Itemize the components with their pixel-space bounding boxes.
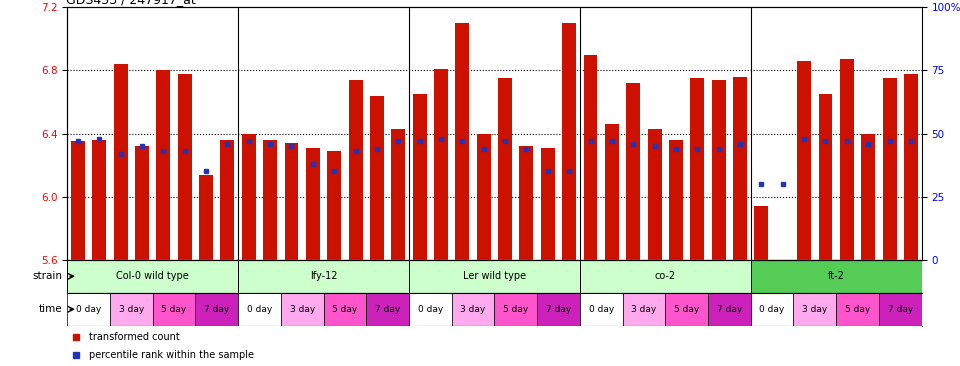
Text: 5 day: 5 day xyxy=(503,305,528,314)
Text: 3 day: 3 day xyxy=(803,305,828,314)
Bar xyxy=(367,293,409,326)
Text: 3 day: 3 day xyxy=(119,305,144,314)
Text: 7 day: 7 day xyxy=(375,305,400,314)
Bar xyxy=(221,140,234,260)
Bar xyxy=(580,293,622,326)
Text: 0 day: 0 day xyxy=(418,305,443,314)
Bar xyxy=(563,23,576,260)
Bar xyxy=(861,134,876,260)
Bar xyxy=(494,293,538,326)
Text: 0 day: 0 day xyxy=(759,305,784,314)
Bar xyxy=(498,78,512,260)
Bar xyxy=(665,293,708,326)
Text: 3 day: 3 day xyxy=(290,305,315,314)
Bar xyxy=(755,206,768,260)
Text: 5 day: 5 day xyxy=(332,305,357,314)
Text: 7 day: 7 day xyxy=(717,305,742,314)
Bar xyxy=(904,74,918,260)
Text: 0 day: 0 day xyxy=(247,305,272,314)
Bar xyxy=(238,293,280,326)
Text: 3 day: 3 day xyxy=(461,305,486,314)
Text: Ler wild type: Ler wild type xyxy=(463,271,526,281)
Bar xyxy=(708,293,751,326)
Bar xyxy=(238,260,409,293)
Text: transformed count: transformed count xyxy=(88,332,180,342)
Bar xyxy=(519,146,534,260)
Bar xyxy=(92,140,107,260)
Bar xyxy=(882,78,897,260)
Bar xyxy=(113,64,128,260)
Bar xyxy=(711,80,726,260)
Bar xyxy=(751,293,793,326)
Bar xyxy=(413,94,426,260)
Text: lfy-12: lfy-12 xyxy=(310,271,337,281)
Bar xyxy=(879,293,922,326)
Bar xyxy=(109,293,153,326)
Bar xyxy=(199,175,213,260)
Bar xyxy=(605,124,619,260)
Bar xyxy=(793,293,836,326)
Bar xyxy=(669,140,683,260)
Text: GDS453 / 247917_at: GDS453 / 247917_at xyxy=(66,0,196,6)
Bar xyxy=(196,293,238,326)
Bar xyxy=(327,151,341,260)
Bar xyxy=(626,83,640,260)
Text: time: time xyxy=(38,304,62,314)
Bar xyxy=(836,293,879,326)
Bar xyxy=(306,148,320,260)
Bar xyxy=(263,140,277,260)
Bar xyxy=(648,129,661,260)
Bar xyxy=(324,293,367,326)
Bar xyxy=(584,55,597,260)
Text: 0 day: 0 day xyxy=(76,305,101,314)
Text: strain: strain xyxy=(33,271,62,281)
Bar xyxy=(409,260,580,293)
Bar xyxy=(348,80,363,260)
Bar xyxy=(67,260,238,293)
Text: 0 day: 0 day xyxy=(588,305,613,314)
Text: percentile rank within the sample: percentile rank within the sample xyxy=(88,350,253,360)
Text: co-2: co-2 xyxy=(655,271,676,281)
Bar xyxy=(280,293,324,326)
Bar xyxy=(622,293,665,326)
Bar xyxy=(580,260,751,293)
Bar xyxy=(797,61,811,260)
Bar xyxy=(242,134,255,260)
Bar xyxy=(751,260,922,293)
Bar xyxy=(135,146,149,260)
Bar xyxy=(538,293,580,326)
Bar xyxy=(67,293,109,326)
Bar xyxy=(178,74,192,260)
Bar xyxy=(434,69,448,260)
Bar xyxy=(370,96,384,260)
Bar xyxy=(733,77,747,260)
Bar xyxy=(156,71,170,260)
Text: Col-0 wild type: Col-0 wild type xyxy=(116,271,189,281)
Text: 7 day: 7 day xyxy=(546,305,571,314)
Bar xyxy=(284,143,299,260)
Text: 5 day: 5 day xyxy=(674,305,699,314)
Text: ft-2: ft-2 xyxy=(828,271,845,281)
Bar xyxy=(776,260,790,263)
Text: 5 day: 5 day xyxy=(161,305,186,314)
Bar xyxy=(71,142,84,260)
Bar xyxy=(540,148,555,260)
Bar xyxy=(409,293,451,326)
Text: 3 day: 3 day xyxy=(632,305,657,314)
Text: 5 day: 5 day xyxy=(845,305,870,314)
Bar xyxy=(392,129,405,260)
Bar xyxy=(819,94,832,260)
Text: 7 day: 7 day xyxy=(888,305,913,314)
Bar xyxy=(451,293,494,326)
Bar xyxy=(690,78,705,260)
Bar xyxy=(840,59,853,260)
Bar xyxy=(477,134,491,260)
Bar xyxy=(153,293,196,326)
Text: 7 day: 7 day xyxy=(204,305,229,314)
Bar xyxy=(455,23,469,260)
